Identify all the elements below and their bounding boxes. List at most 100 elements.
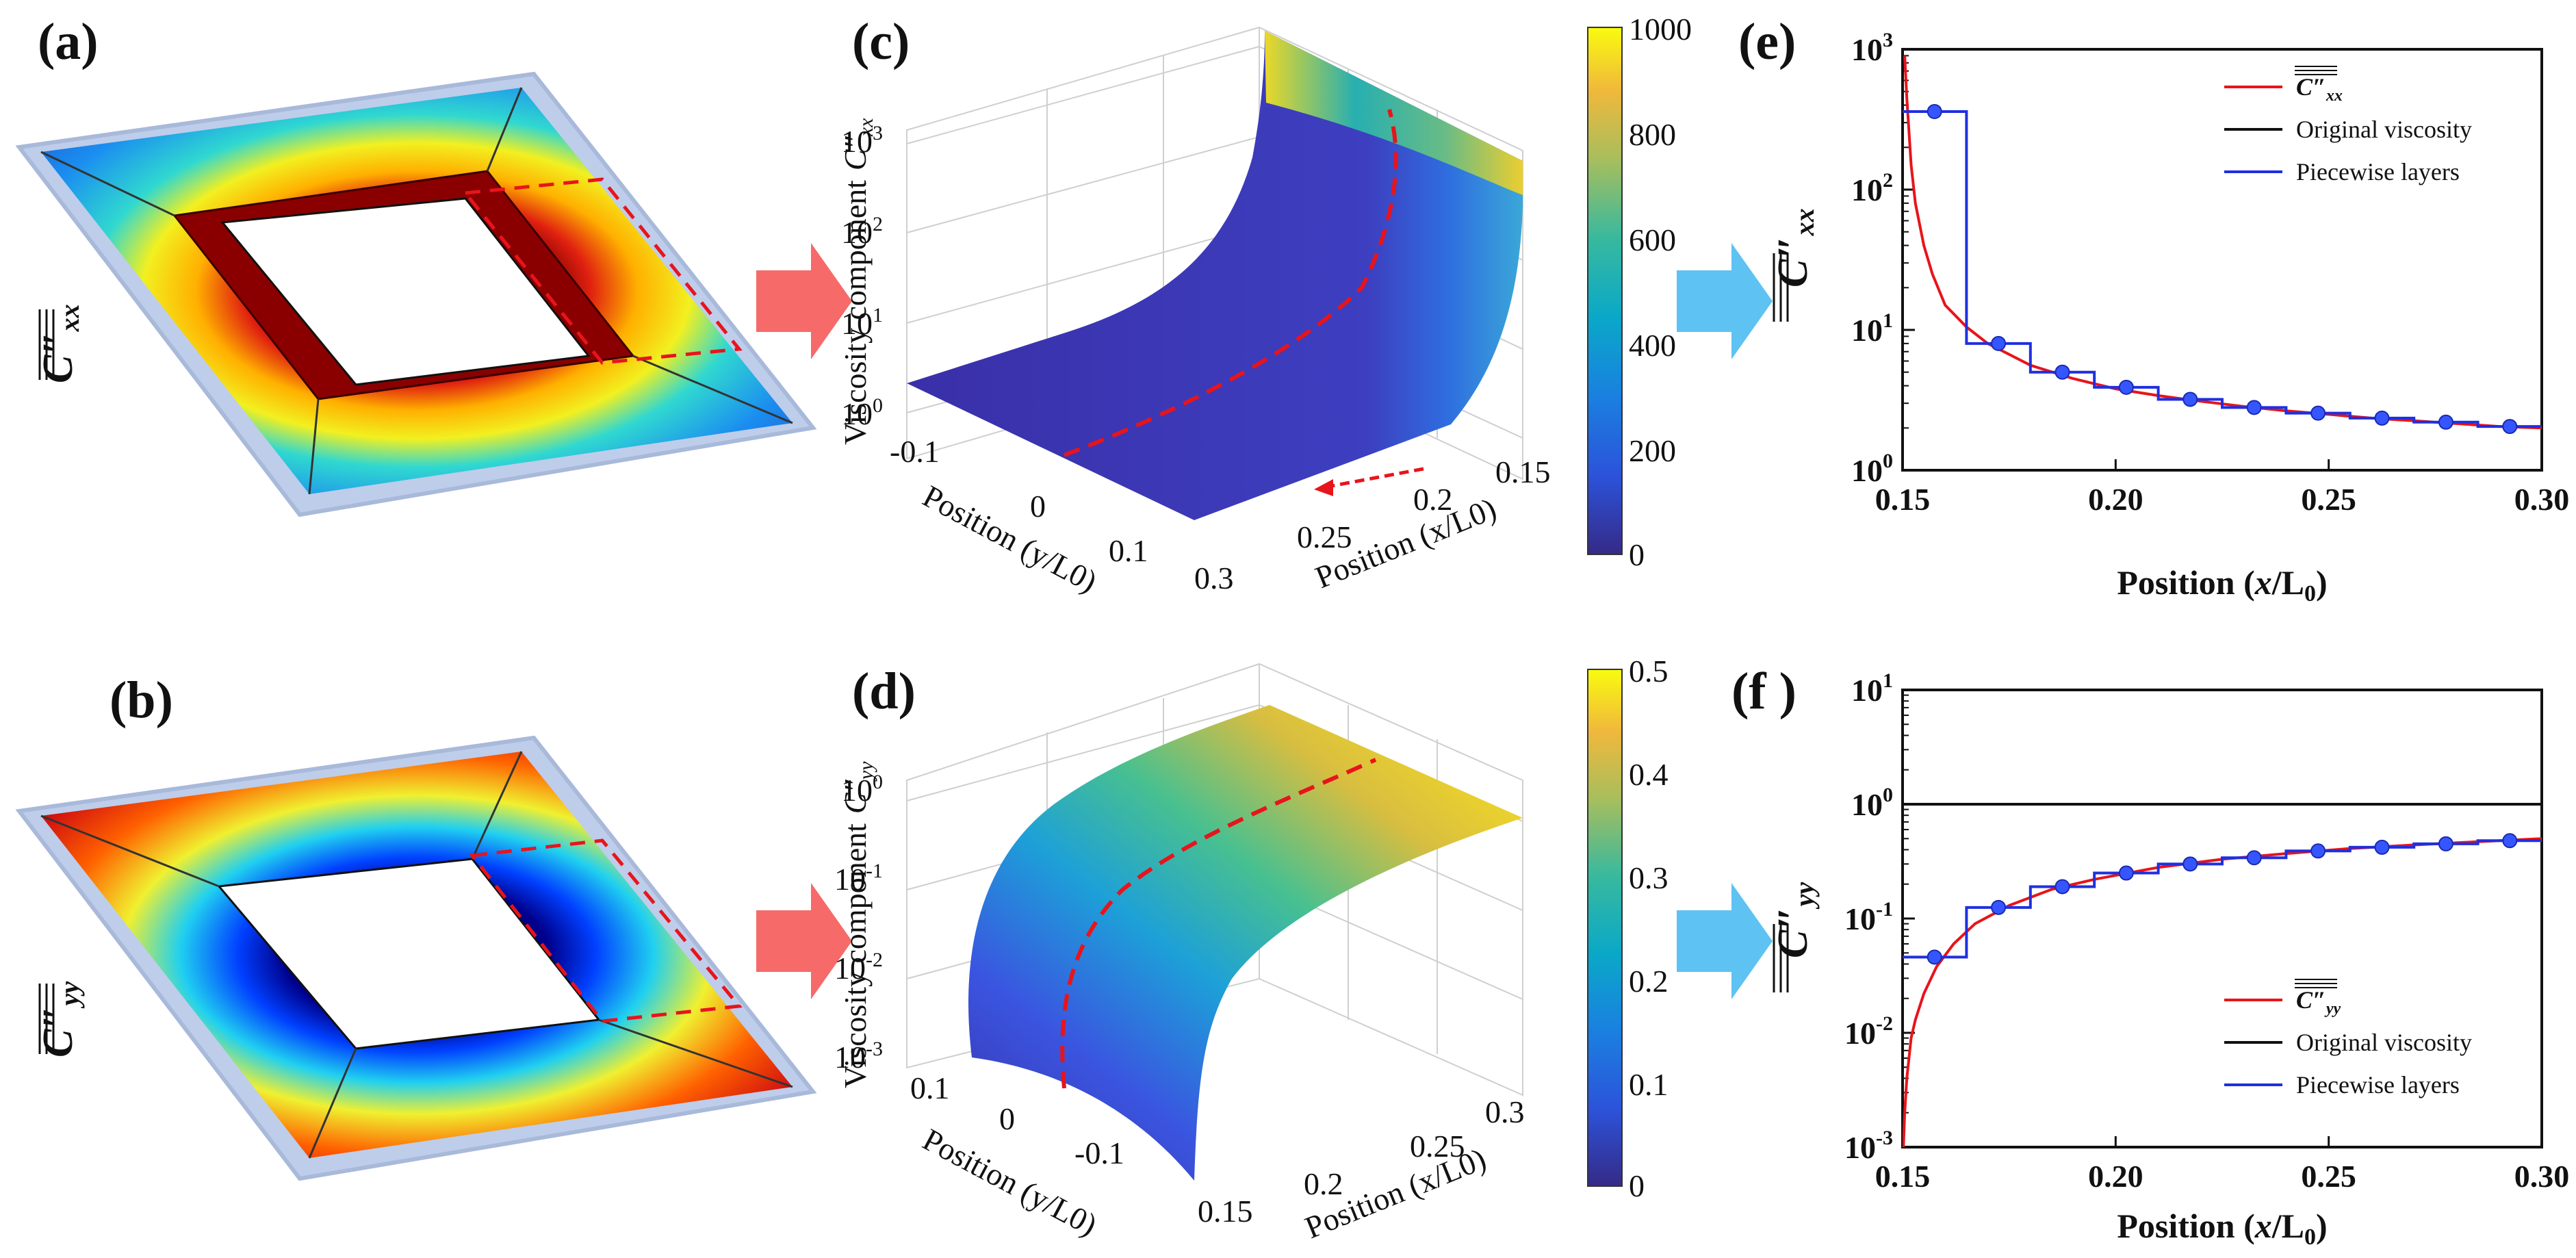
panel-c-ylabel: Position (y/L0): [917, 478, 1103, 599]
chart-e-marks: 0.15 0.20 0.25 0.30 100 101 102 103 C″xx Original…: [1851, 29, 2569, 517]
chart-e-ytick-3: 103: [1851, 29, 1893, 67]
chart-e-xtick-1: 0.20: [2088, 482, 2143, 517]
panel-d-xtick-2: 0.25: [1410, 1129, 1465, 1164]
colorbar-d: 0.5 0.4 0.3 0.2 0.1 0: [1587, 654, 1669, 1203]
chart-f-layer-marker-6: [2310, 843, 2326, 859]
chart-e-ytick-2: 102: [1851, 169, 1893, 207]
panel-d-ytick-1: 0: [999, 1101, 1015, 1136]
chart-e-layer-marker-5: [2246, 400, 2262, 415]
colorbar-c-gradient: [1587, 27, 1623, 555]
chart-f-ylabel-overbar: [1773, 924, 1789, 992]
panel-c-ytick-2: 0.1: [1109, 533, 1148, 568]
chart-f-ylabel: C″yy: [1770, 882, 1820, 958]
panel-c: (c) 100 101 102 103 Viscosity componentC: [838, 13, 1551, 599]
colorbar-d-tick-3: 0.2: [1629, 964, 1669, 999]
panel-c-red-arrowhead: [1314, 479, 1333, 496]
panel-c-xtick-1: 0.2: [1413, 482, 1453, 517]
chart-f-series-piecewise-layers: [1903, 839, 2542, 959]
panel-c-red-arrow: [1324, 467, 1424, 489]
chart-f-legend-label-0: C″yy: [2296, 986, 2341, 1018]
plate-b-diag-3: [598, 1018, 793, 1088]
chart-e-layer-marker-7: [2374, 410, 2390, 426]
colorbar-c-tick-3: 400: [1629, 328, 1676, 363]
panel-c-surface-top-band: [1265, 31, 1523, 195]
panel-d-ytick-0: 0.1: [910, 1070, 950, 1105]
chart-f-xtick-2: 0.25: [2301, 1159, 2356, 1194]
chart-e-layer-marker-1: [1991, 335, 2007, 351]
panel-d-xtick-1: 0.2: [1304, 1166, 1343, 1201]
colorbar-d-tick-0: 0.5: [1629, 654, 1669, 689]
colorbar-c-tick-1: 800: [1629, 117, 1676, 152]
chart-f-layer-marker-2: [2055, 879, 2070, 895]
panel-e-label: (e): [1738, 13, 1796, 70]
panel-c-ztick-1: 101: [841, 304, 883, 341]
panel-c-ytick-3: 0.3: [1194, 561, 1234, 595]
arrow-d-to-f: [1677, 883, 1773, 999]
chart-e-ylabel-overbar: [1773, 253, 1789, 322]
panel-c-zlabel: Viscosity componentC″xx: [838, 118, 877, 445]
panel-a: (a) C″xx: [15, 13, 817, 517]
colorbar-c-tick-4: 200: [1629, 433, 1676, 468]
panel-d-ztick-0: 10-3: [834, 1038, 883, 1075]
plate-a-symbol: C″xx: [35, 304, 85, 383]
chart-e-series-group: [1903, 55, 2542, 470]
chart-e-layer-marker-4: [2182, 391, 2198, 407]
panel-d: (d) 10-3 10-2 10-1 100 Viscosity compone…: [834, 663, 1525, 1245]
colorbar-c-tick-0: 1000: [1629, 12, 1692, 47]
panel-d-xtick-0: 0.15: [1198, 1194, 1253, 1229]
panel-e: (e) 0.15 0.20 0.25 0.30 100 101 102 103 C″xx Orig…: [1738, 13, 2569, 606]
panel-c-dashed-curve: [1063, 109, 1398, 457]
chart-e-series-piecewise-layers: [1903, 110, 2542, 428]
plate-b-illustration: [15, 735, 817, 1181]
panel-c-ytick-0: -0.1: [890, 434, 940, 469]
arrow-a-to-c: [756, 243, 852, 359]
chart-f-ytick-4: 101: [1851, 669, 1893, 708]
chart-e-xtick-2: 0.25: [2301, 482, 2356, 517]
chart-e-legend-label-1: Original viscosity: [2296, 116, 2472, 143]
chart-e-layer-marker-3: [2118, 379, 2134, 395]
colorbar-c-tick-5: 0: [1629, 537, 1645, 572]
chart-f-layer-marker-0: [1927, 949, 1942, 965]
chart-e-layer-marker-6: [2310, 405, 2326, 421]
chart-f-xlabel: Position (x/L0): [2117, 1207, 2327, 1250]
chart-f-marks: 0.15 0.20 0.25 0.30 10-3 10-2 10-1 100 101 C″yy Or…: [1844, 669, 2569, 1194]
panel-b: (b) C″yy: [15, 671, 817, 1181]
colorbar-d-tick-2: 0.3: [1629, 860, 1669, 895]
colorbar-d-gradient: [1587, 669, 1623, 1187]
panel-d-ztick-1: 10-2: [834, 949, 883, 986]
panel-f-label: (f ): [1731, 663, 1796, 720]
chart-e-ylabel: C″xx: [1770, 208, 1820, 287]
chart-f-xtick-0: 0.15: [1875, 1159, 1931, 1194]
chart-f-xtick-3: 0.30: [2514, 1159, 2570, 1194]
plate-a-diag-1: [40, 151, 175, 217]
chart-f-layer-marker-9: [2502, 833, 2518, 849]
panel-c-xtick-0: 0.15: [1495, 454, 1551, 489]
chart-f-legend-label-2: Piecewise layers: [2296, 1071, 2460, 1099]
arrow-b-to-d: [756, 883, 852, 999]
chart-e-xtick-3: 0.30: [2514, 482, 2570, 517]
chart-f-series-group: [1903, 803, 2542, 1147]
panel-d-ytick-2: -0.1: [1074, 1135, 1124, 1170]
panel-c-ztick-0: 100: [841, 394, 883, 431]
plate-b-diag-2: [471, 751, 523, 860]
panel-c-ztick-2: 102: [841, 213, 883, 250]
panel-c-surface: [907, 31, 1523, 520]
chart-e-legend-overbar: [2295, 66, 2337, 75]
chart-e-ytick-1: 101: [1851, 309, 1893, 348]
plate-b-dashed-region: [469, 838, 743, 1023]
plate-a-hole: [220, 197, 591, 386]
plate-a-diag-3: [632, 355, 793, 424]
colorbar-c-tick-2: 600: [1629, 222, 1676, 257]
chart-f-layer-marker-8: [2438, 836, 2453, 851]
plate-b-symbol: C″yy: [35, 981, 85, 1057]
chart-e-xlabel: Position (x/L0): [2117, 563, 2327, 606]
chart-e-layer-marker-9: [2502, 419, 2518, 435]
chart-f-plot-area: [1901, 689, 2543, 1148]
panel-d-dashed-curve: [1060, 758, 1377, 1089]
chart-f-xtick-1: 0.20: [2088, 1159, 2143, 1194]
chart-e-layer-marker-0: [1927, 103, 1942, 119]
chart-e-legend-label-0: C″xx: [2296, 73, 2343, 105]
panel-a-label: (a): [38, 13, 99, 70]
chart-f-legend-label-1: Original viscosity: [2296, 1029, 2472, 1056]
colorbar-d-tick-5: 0: [1629, 1168, 1645, 1203]
